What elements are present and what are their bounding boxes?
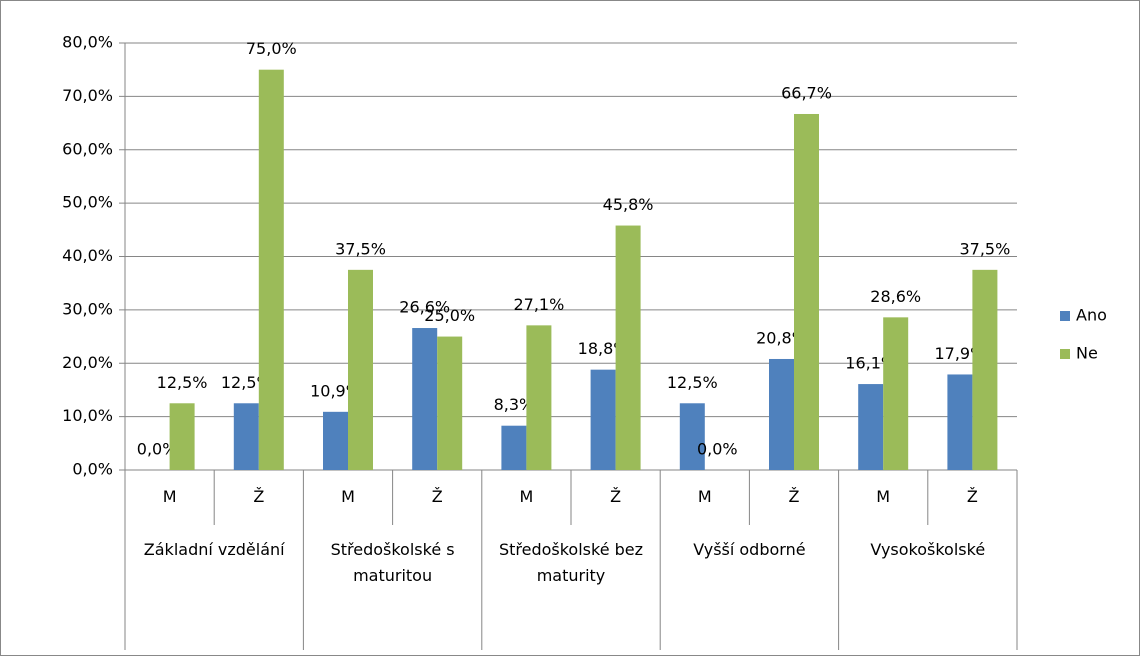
data-label: 12,5% <box>667 373 718 392</box>
x-tick-label: M <box>163 487 177 506</box>
x-tick-label: M <box>876 487 890 506</box>
x-tick-label: Ž <box>967 487 978 506</box>
bar <box>590 369 616 470</box>
legend-swatch <box>1060 311 1070 321</box>
x-tick-label: Ž <box>432 487 443 506</box>
data-label: 45,8% <box>603 195 654 214</box>
bar <box>501 425 527 470</box>
y-tick-label: 80,0% <box>62 33 113 52</box>
x-tick-label: M <box>341 487 355 506</box>
group-label: Základní vzdělání <box>143 540 285 559</box>
bar <box>679 403 705 470</box>
y-tick-label: 0,0% <box>72 460 113 479</box>
bar <box>323 411 348 470</box>
data-label: 0,0% <box>137 440 178 459</box>
bar <box>615 225 641 470</box>
group-label: Středoškolské s maturitou <box>330 540 455 585</box>
group-label-box: Středoškolské s maturitou <box>330 540 455 585</box>
bar <box>169 403 195 470</box>
group-label-box: Středoškolské bez maturity <box>498 540 644 585</box>
data-label: 25,0% <box>424 306 475 325</box>
bar <box>526 325 552 470</box>
y-tick-label: 10,0% <box>62 406 113 425</box>
bar <box>412 328 438 470</box>
x-tick-label: Ž <box>610 487 621 506</box>
legend-label: Ne <box>1076 344 1098 363</box>
y-tick-label: 20,0% <box>62 353 113 372</box>
bar <box>437 336 463 470</box>
bar <box>947 374 973 470</box>
y-tick-label: 40,0% <box>62 246 113 265</box>
group-label-box: Základní vzdělání <box>143 540 285 559</box>
y-tick-label: 60,0% <box>62 139 113 158</box>
y-tick-label: 70,0% <box>62 86 113 105</box>
data-label: 27,1% <box>513 295 564 314</box>
x-tick-label: M <box>519 487 533 506</box>
bar <box>233 403 259 470</box>
x-tick-label: Ž <box>789 487 800 506</box>
data-label: 26,6% <box>399 298 450 317</box>
data-label: 75,0% <box>246 39 297 58</box>
data-label: 37,5% <box>335 239 386 258</box>
bar <box>794 113 819 471</box>
y-tick-label: 30,0% <box>62 299 113 318</box>
y-tick-label: 50,0% <box>62 193 113 212</box>
x-tick-label: Ž <box>253 487 264 506</box>
group-label-box: Vysokoškolské <box>870 540 986 559</box>
data-label: 28,6% <box>870 287 921 306</box>
bar <box>972 269 998 470</box>
bar <box>769 358 794 470</box>
legend-label: Ano <box>1076 306 1107 325</box>
group-label-box: Vyšší odborné <box>693 540 806 559</box>
data-label: 8,3% <box>494 395 535 414</box>
x-tick-label: M <box>698 487 712 506</box>
data-label: 66,7% <box>781 83 832 102</box>
legend-swatch <box>1060 349 1070 359</box>
data-label: 12,5% <box>157 373 208 392</box>
bar <box>258 69 284 470</box>
data-label: 0,0% <box>697 440 738 459</box>
bar <box>883 317 909 470</box>
data-label: 37,5% <box>959 239 1010 258</box>
group-label: Vyšší odborné <box>693 540 806 559</box>
group-label: Vysokoškolské <box>870 540 986 559</box>
bar <box>348 269 373 470</box>
bar <box>858 384 884 470</box>
group-label: Středoškolské bez maturity <box>498 540 644 585</box>
